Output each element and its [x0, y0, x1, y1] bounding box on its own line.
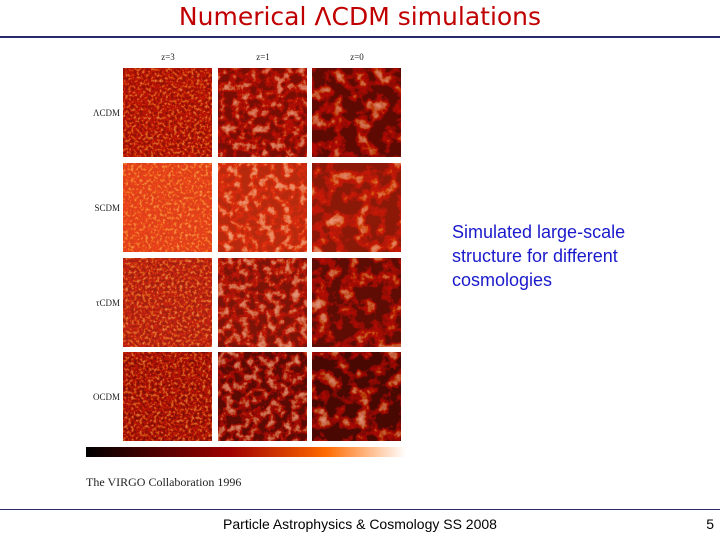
panel-texture — [123, 352, 212, 441]
footer-rule — [0, 509, 720, 510]
footer-text: Particle Astrophysics & Cosmology SS 200… — [223, 516, 497, 532]
panel-texture — [312, 258, 401, 347]
column-label: z=3 — [161, 52, 175, 62]
simulation-figure: z=3 z=1 z=0 ΛCDM SCDM τCDM OCDM The VIRGO Coll… — [86, 52, 406, 489]
caption: Simulated large-scale structure for diff… — [452, 222, 626, 290]
panel-texture — [218, 258, 307, 347]
panel-texture — [218, 163, 307, 252]
figure-credit: The VIRGO Collaboration 1996 — [86, 475, 241, 489]
panel-texture — [312, 68, 401, 157]
slide-title: Numerical ΛCDM simulations — [178, 2, 542, 31]
colorbar — [86, 447, 406, 457]
row-label: τCDM — [96, 298, 120, 308]
title-rule — [0, 36, 720, 38]
panel-texture — [312, 163, 401, 252]
panel-texture — [218, 68, 307, 157]
panel-texture — [123, 68, 212, 157]
page-number: 5 — [706, 516, 714, 532]
panel-texture — [218, 352, 307, 441]
row-label: OCDM — [93, 392, 120, 402]
row-label: SCDM — [94, 203, 120, 213]
row-label: ΛCDM — [93, 108, 120, 118]
panel-texture — [123, 163, 212, 252]
panel-texture — [312, 352, 401, 441]
panel-texture — [123, 258, 212, 347]
column-label: z=1 — [256, 52, 270, 62]
column-label: z=0 — [350, 52, 364, 62]
